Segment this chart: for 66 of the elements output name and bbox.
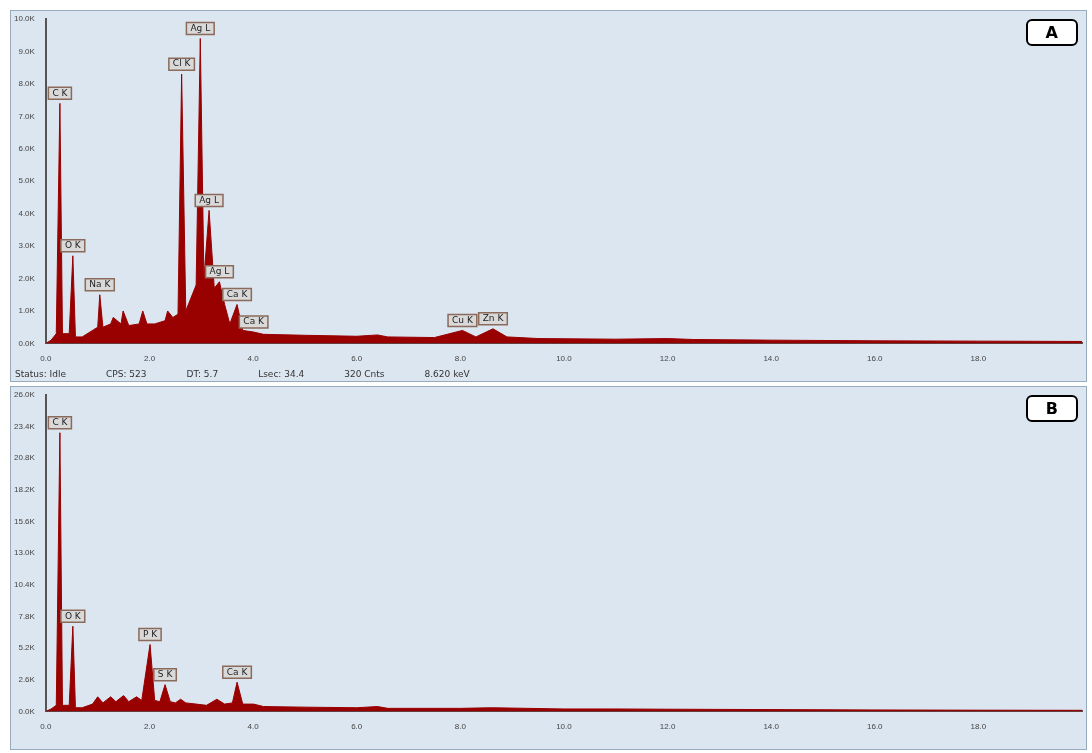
x-tick-label: 12.0 (659, 354, 676, 364)
x-tick-label: 0.0 (40, 722, 53, 732)
x-tick-label: 10.0 (556, 354, 573, 364)
annotation: Cl K (172, 58, 192, 69)
text: DT: 5.7 (186, 369, 219, 379)
y-tick-label: 9.0K (18, 46, 36, 56)
annotation: Ca K (226, 666, 249, 677)
y-tick-label: 10.4K (14, 580, 36, 590)
x-tick-label: 2.0 (143, 354, 156, 364)
annotation: Ag L (209, 266, 230, 277)
annotation: Zn K (482, 313, 505, 324)
y-tick-label: 2.6K (18, 674, 36, 684)
chart-title: B (1025, 395, 1078, 422)
y-tick-label: 13.0K (14, 548, 36, 558)
annotation: O K (64, 240, 82, 251)
y-tick-label: 2.0K (18, 273, 36, 283)
y-tick-label: 3.0K (18, 241, 36, 251)
x-tick-label: 2.0 (143, 722, 156, 732)
x-tick-label: 6.0 (351, 354, 363, 364)
x-tick-label: 8.0 (454, 722, 467, 732)
annotation: Ca K (243, 316, 266, 327)
annotation: Ag L (190, 22, 211, 33)
annotation: C K (52, 87, 69, 98)
x-tick-label: 18.0 (970, 722, 987, 732)
annotation: P K (142, 628, 159, 639)
x-tick-label: 18.0 (970, 354, 987, 364)
x-tick-label: 8.0 (454, 354, 467, 364)
x-tick-label: 0.0 (40, 354, 53, 364)
y-tick-label: 15.6K (14, 516, 36, 526)
y-tick-label: 10.0K (14, 14, 36, 24)
text: Status: Idle (15, 369, 66, 379)
text: 8.620 keV (424, 369, 470, 379)
chart-title: A (1025, 19, 1078, 46)
y-tick-label: 8.0K (18, 79, 36, 89)
y-tick-label: 0.0K (18, 338, 36, 348)
x-tick-label: 14.0 (763, 722, 780, 732)
text: CPS: 523 (105, 369, 147, 379)
annotation: Na K (89, 279, 112, 290)
x-tick-label: 16.0 (866, 722, 884, 732)
y-tick-label: 5.2K (18, 643, 36, 653)
y-tick-label: 7.0K (18, 111, 36, 121)
y-tick-label: 7.8K (18, 611, 36, 621)
y-tick-label: 18.2K (14, 485, 36, 495)
text: Lsec: 34.4 (258, 369, 305, 379)
annotation: Ag L (199, 194, 219, 205)
x-tick-label: 16.0 (866, 354, 884, 364)
annotation: Cu K (452, 314, 474, 325)
annotation: C K (52, 417, 69, 428)
y-tick-label: 26.0K (14, 390, 36, 400)
x-tick-label: 10.0 (556, 722, 573, 732)
annotation: O K (64, 610, 82, 621)
y-tick-label: 5.0K (18, 176, 36, 186)
text: 320 Cnts (344, 369, 385, 379)
annotation: S K (157, 668, 174, 679)
x-tick-label: 4.0 (247, 722, 260, 732)
y-tick-label: 23.4K (14, 421, 36, 431)
y-tick-label: 0.0K (18, 706, 36, 716)
x-tick-label: 12.0 (659, 722, 676, 732)
x-tick-label: 14.0 (763, 354, 780, 364)
x-tick-label: 6.0 (351, 722, 363, 732)
annotation: Ca K (226, 288, 249, 299)
y-tick-label: 4.0K (18, 208, 36, 218)
x-tick-label: 4.0 (247, 354, 260, 364)
y-tick-label: 20.8K (14, 453, 36, 463)
y-tick-label: 6.0K (18, 143, 36, 153)
y-tick-label: 1.0K (18, 306, 36, 316)
